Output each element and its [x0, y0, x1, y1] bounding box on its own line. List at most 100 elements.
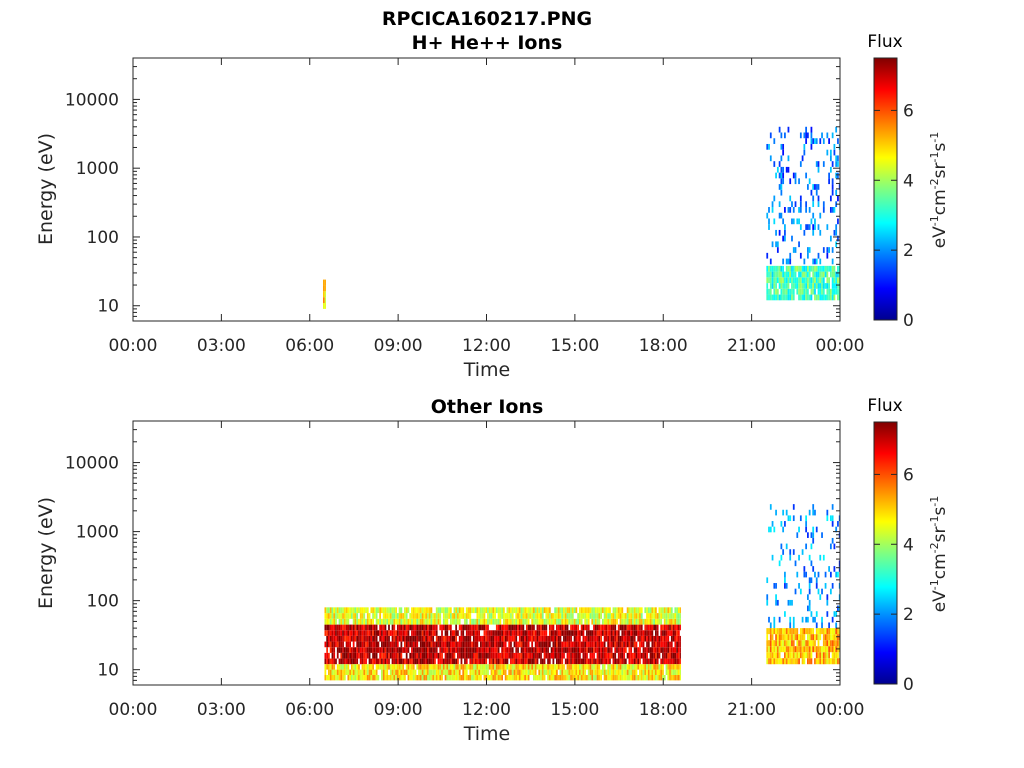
flux-cell: [807, 277, 809, 284]
flux-cell: [801, 616, 804, 623]
flux-cell: [368, 618, 371, 625]
flux-cell: [359, 658, 362, 665]
flux-cell: [780, 640, 783, 647]
flux-cell: [791, 288, 793, 295]
flux-cell: [423, 647, 426, 653]
flux-cell: [449, 658, 452, 665]
flux-cell: [395, 607, 397, 614]
flux-cell: [563, 635, 565, 642]
flux-cell: [418, 658, 420, 665]
flux-cell: [495, 664, 498, 670]
flux-cell: [446, 674, 449, 681]
flux-cell: [817, 184, 820, 190]
flux-cell: [515, 624, 518, 631]
flux-cell: [807, 652, 809, 659]
flux-cell: [504, 635, 507, 642]
flux-cell: [460, 652, 463, 659]
flux-cell: [494, 669, 496, 675]
flux-cell: [515, 674, 518, 681]
flux-cell: [570, 618, 572, 625]
flux-cell: [600, 674, 602, 681]
flux-cell: [584, 674, 587, 681]
flux-cell: [571, 652, 574, 659]
flux-cell: [478, 664, 481, 670]
flux-cell: [591, 641, 594, 648]
flux-cell: [616, 669, 618, 675]
flux-cell: [434, 618, 436, 625]
flux-cell: [829, 658, 832, 665]
flux-cell: [432, 664, 435, 670]
flux-cell: [419, 664, 422, 670]
flux-cell: [677, 669, 680, 675]
flux-cell: [561, 664, 564, 670]
flux-cell: [771, 554, 774, 561]
flux-cell: [819, 554, 822, 561]
flux-cell: [639, 658, 641, 665]
flux-cell: [476, 630, 479, 636]
flux-cell: [381, 664, 383, 670]
flux-cell: [605, 630, 608, 636]
flux-cell: [670, 618, 673, 625]
flux-cell: [485, 607, 488, 614]
flux-cell: [423, 669, 426, 675]
flux-cell: [446, 664, 449, 670]
flux-cell: [653, 618, 655, 625]
flux-cell: [368, 624, 371, 631]
flux-cell: [460, 658, 463, 665]
flux-cell: [799, 265, 802, 272]
flux-cell: [483, 674, 486, 681]
flux-cell: [426, 658, 429, 665]
flux-cell: [435, 652, 438, 659]
flux-cell: [446, 647, 449, 653]
flux-cell: [359, 624, 362, 631]
flux-cell: [478, 669, 481, 675]
flux-cell: [822, 201, 825, 208]
flux-cell: [328, 607, 330, 614]
flux-cell: [768, 658, 770, 665]
flux-cell: [563, 630, 565, 636]
flux-cell: [354, 652, 357, 659]
flux-cell: [416, 613, 419, 619]
flux-cell: [603, 652, 606, 659]
flux-cell: [828, 138, 830, 144]
flux-cell: [370, 647, 373, 653]
flux-cell: [624, 647, 627, 653]
flux-cell: [527, 647, 530, 653]
flux-cell: [488, 664, 491, 670]
flux-cell: [789, 294, 792, 301]
flux-cell: [372, 669, 374, 675]
flux-cell: [513, 624, 516, 631]
flux-cell: [784, 628, 786, 635]
flux-cell: [469, 669, 472, 675]
flux-cell: [497, 613, 500, 619]
flux-cell: [400, 630, 403, 636]
flux-cell: [534, 658, 537, 665]
flux-cell: [810, 189, 813, 196]
flux-cell: [784, 132, 786, 139]
flux-cell: [338, 613, 341, 619]
flux-cell: [677, 618, 680, 625]
flux-cell: [769, 288, 772, 295]
flux-cell: [644, 624, 647, 631]
flux-cell: [407, 635, 410, 642]
flux-cell: [784, 277, 786, 284]
flux-cell: [510, 618, 512, 625]
flux-cell: [541, 618, 544, 625]
flux-cell: [787, 634, 790, 641]
flux-cell: [494, 635, 496, 642]
flux-cell: [354, 669, 357, 675]
flux-cell: [520, 613, 523, 619]
flux-cell: [633, 664, 636, 670]
flux-cell: [428, 624, 431, 631]
flux-cell: [430, 641, 433, 648]
flux-cell: [545, 652, 548, 659]
flux-cell: [812, 212, 815, 219]
flux-cell: [536, 618, 539, 625]
flux-cell: [598, 630, 601, 636]
flux-cell: [824, 265, 827, 272]
flux-cell: [833, 277, 836, 284]
flux-cell: [469, 674, 472, 681]
flux-cell: [472, 618, 475, 625]
flux-cell: [388, 635, 390, 642]
flux-cell: [464, 674, 466, 681]
